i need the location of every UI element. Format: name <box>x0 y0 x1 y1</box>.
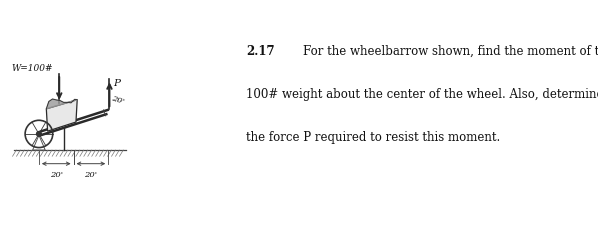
Text: P: P <box>113 79 120 89</box>
Text: 20': 20' <box>50 171 63 179</box>
Text: 2.17: 2.17 <box>246 45 274 58</box>
Text: the force P required to resist this moment.: the force P required to resist this mome… <box>246 131 500 144</box>
Polygon shape <box>46 100 77 131</box>
Circle shape <box>36 131 41 136</box>
Text: 100# weight about the center of the wheel. Also, determine: 100# weight about the center of the whee… <box>246 88 598 101</box>
Text: For the wheelbarrow shown, find the moment of the: For the wheelbarrow shown, find the mome… <box>303 45 598 58</box>
Text: 20': 20' <box>111 95 126 106</box>
Text: 20': 20' <box>84 171 97 179</box>
Polygon shape <box>46 99 77 109</box>
Text: W=100#: W=100# <box>11 64 53 73</box>
